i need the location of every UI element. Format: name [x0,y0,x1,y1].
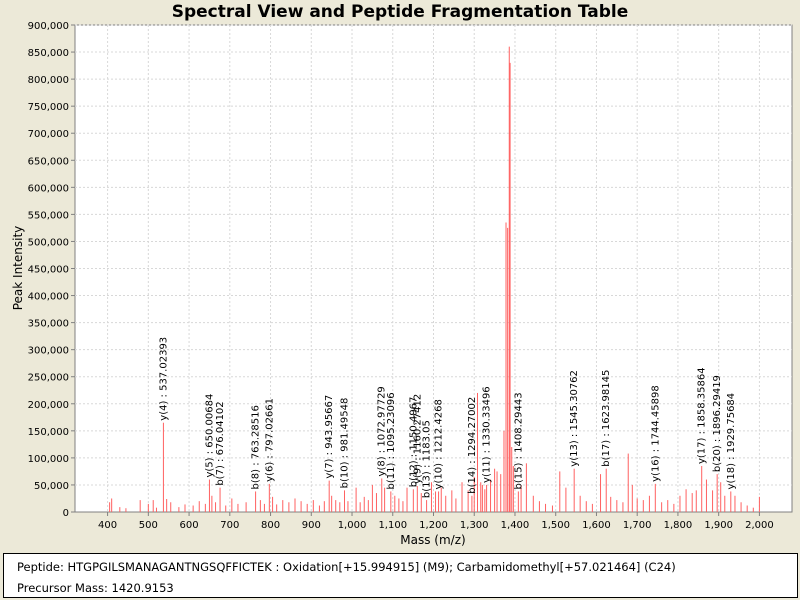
grid-lines [75,24,792,512]
y-tick-label: 400,000 [28,292,69,303]
fragment-label: b(10) : 981.49548 [339,398,350,489]
x-tick-label: 1,500 [541,520,570,531]
fragment-label: y(16) : 1744.45898 [650,385,661,482]
x-tick-label: 1,600 [582,520,611,531]
x-tick-label: 1,700 [623,520,652,531]
peptide-sequence: Peptide: HTGPGILSMANAGANTNGSQFFICTEK : O… [17,560,676,574]
fragment-label: b(13) : 1183.05 [422,420,433,498]
y-tick-label: 850,000 [28,48,69,59]
y-tick-label: 500,000 [28,237,69,248]
fragment-label: b(14) : 1294.27002 [467,397,478,494]
x-tick-label: 900 [302,520,321,531]
fragment-label: b(8) : 763.28516 [251,405,262,489]
y-tick-label: 200,000 [28,400,69,411]
fragment-label: y(13) : 1545.30762 [569,370,580,467]
x-tick-label: 1,300 [460,520,489,531]
chart-title: Spectral View and Peptide Fragmentation … [171,2,629,22]
x-tick-label: 500 [139,520,158,531]
fragment-label: b(15) : 1408.29443 [513,392,524,489]
x-axis-label: Mass (m/z) [400,533,465,547]
fragment-label: b(12) : 1150.4967 [408,397,419,488]
axis-ticks: 0 50,000 100,000 150,000 200,000 250,000 300,0… [28,21,774,531]
fragment-label: y(10) : 1212.4268 [434,399,445,489]
x-tick-label: 700 [220,520,239,531]
fragment-label: b(20) : 1896.29419 [712,375,723,472]
y-tick-label: 600,000 [28,183,69,194]
y-tick-label: 350,000 [28,319,69,330]
fragment-label: y(11) : 1330.33496 [482,386,493,483]
y-tick-label: 650,000 [28,156,69,167]
y-axis-label: Peak Intensity [11,226,25,311]
y-tick-label: 550,000 [28,210,69,221]
precursor-mass: Precursor Mass: 1420.9153 [17,581,174,595]
y-tick-label: 800,000 [28,75,69,86]
spectrum-chart: 0 50,000 100,000 150,000 200,000 250,000 300,0… [11,21,793,547]
y-tick-label: 150,000 [28,427,69,438]
fragment-label: y(8) : 1072.97729 [377,386,388,476]
peaks [109,46,760,512]
fragment-label: y(9) : 1160.27412 [412,394,423,484]
x-tick-label: 600 [180,520,199,531]
x-tick-label: 800 [261,520,280,531]
x-tick-label: 1,400 [501,520,530,531]
fragment-label: y(17) : 1858.35864 [697,367,708,464]
y-tick-label: 250,000 [28,373,69,384]
y-tick-label: 300,000 [28,346,69,357]
x-tick-label: 400 [98,520,117,531]
x-tick-label: 2,000 [745,520,774,531]
fragment-label: b(11) : 1095.23096 [386,392,397,489]
x-tick-label: 1,900 [704,520,733,531]
y-tick-label: 0 [63,508,69,519]
x-tick-label: 1,100 [378,520,407,531]
fragment-label: y(7) : 943.95667 [324,395,335,479]
y-tick-label: 900,000 [28,21,69,32]
fragment-label: y(18) : 1929.75684 [726,393,737,490]
fragment-annotations: y(4) : 537.02393 y(5) : 650.00684 b(7) : 6… [158,337,736,498]
fragment-label: b(17) : 1623.98145 [601,370,612,467]
x-tick-label: 1,000 [338,520,367,531]
peptide-info-box: Peptide: HTGPGILSMANAGANTNGSQFFICTEK : O… [3,553,798,598]
fragment-label: y(5) : 650.00684 [204,394,215,478]
y-tick-label: 700,000 [28,129,69,140]
y-tick-label: 750,000 [28,102,69,113]
fragment-label: y(6) : 797.02661 [264,398,275,482]
y-tick-label: 100,000 [28,454,69,465]
x-tick-label: 1,200 [419,520,448,531]
fragment-label: y(4) : 537.02393 [158,337,169,421]
y-tick-label: 450,000 [28,265,69,276]
fragment-label: b(7) : 676.04102 [215,401,226,485]
y-tick-label: 50,000 [34,481,69,492]
x-tick-label: 1,800 [664,520,693,531]
